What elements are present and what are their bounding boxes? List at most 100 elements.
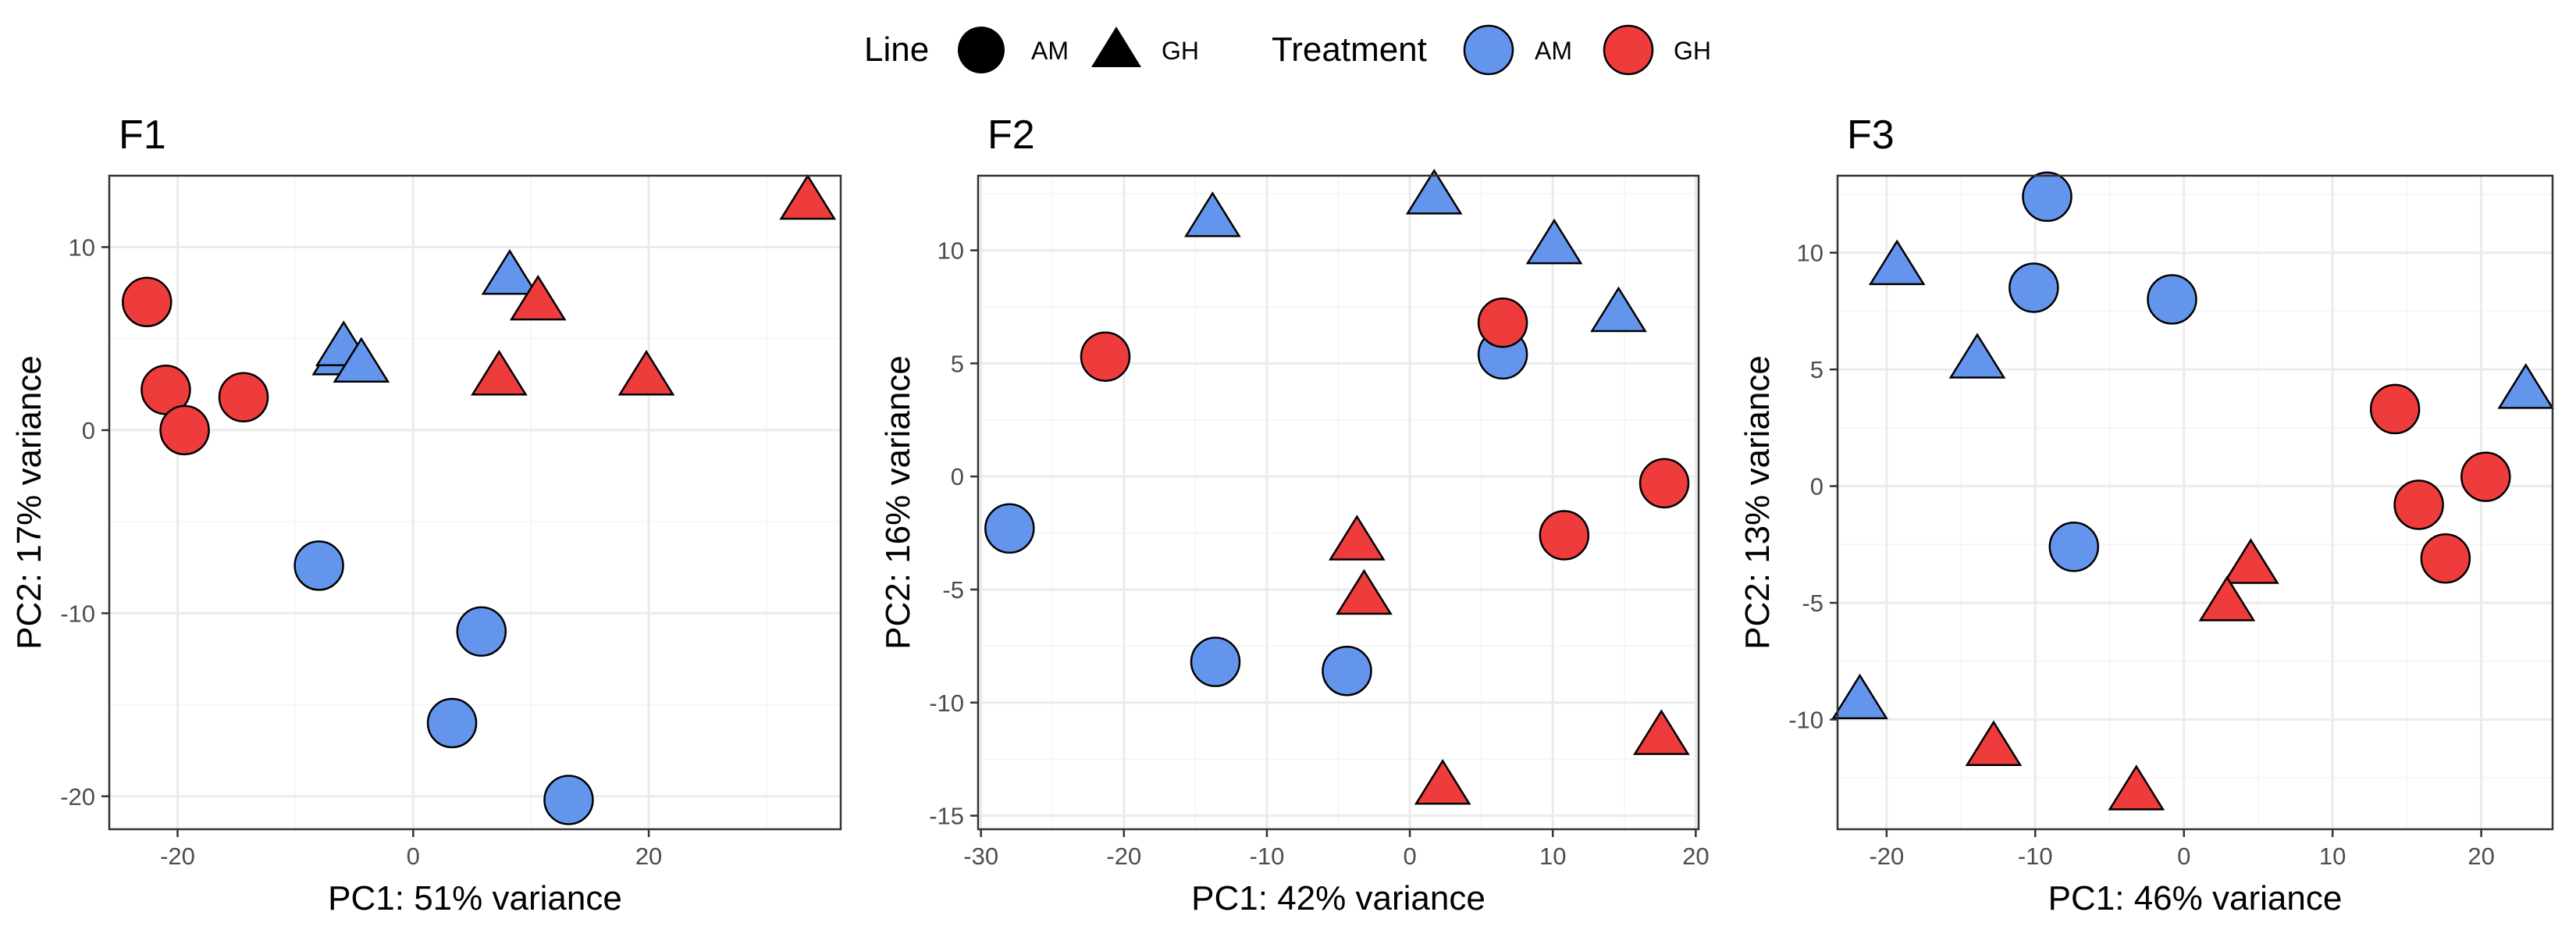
legend-treatment-title: Treatment <box>1272 30 1427 69</box>
point-line-am-treatment-am <box>2147 274 2197 325</box>
point-line-gh-treatment-am <box>1868 239 1926 286</box>
point-line-am-treatment-am <box>543 775 594 825</box>
y-tick-label: 0 <box>951 463 964 490</box>
point-line-gh-treatment-gh <box>1633 709 1690 755</box>
y-tick-label: -10 <box>60 600 95 627</box>
point-line-gh-treatment-gh <box>779 173 837 220</box>
point-line-am-treatment-am <box>426 697 478 749</box>
point-line-am-treatment-gh <box>159 404 210 456</box>
point-line-am-treatment-gh <box>1080 331 1131 382</box>
panel-title: F1 <box>119 112 166 158</box>
point-line-am-treatment-gh <box>2460 451 2511 502</box>
point-line-gh-treatment-gh <box>1965 720 2023 766</box>
y-tick-label: 0 <box>82 417 95 444</box>
panel-f2: -30 -20 -10 0 10 20 -15 -10 -5 0 5 10 F2 PC1: 42% var… <box>879 112 1710 917</box>
point-line-am-treatment-am <box>456 606 507 657</box>
x-tick-label: -10 <box>2018 843 2053 870</box>
point-line-am-treatment-gh <box>2393 479 2444 530</box>
x-tick-label: 0 <box>407 843 420 870</box>
x-tick-label: 0 <box>1403 843 1416 870</box>
legend-line-title: Line <box>864 30 929 69</box>
x-tick-label: -20 <box>160 843 195 870</box>
point-line-am-treatment-am <box>1322 646 1372 697</box>
y-tick-label: -15 <box>929 803 964 830</box>
panel-title: F3 <box>1847 112 1895 158</box>
panel-title: F2 <box>987 112 1035 158</box>
x-tick-label: -20 <box>1106 843 1141 870</box>
point-line-gh-treatment-gh <box>1336 568 1393 615</box>
x-tick-label: 10 <box>2319 843 2346 870</box>
legend-treatment-am-label: AM <box>1535 37 1572 65</box>
point-line-gh-treatment-gh <box>1414 759 1471 805</box>
point-line-gh-treatment-am <box>1590 286 1647 333</box>
point-line-am-treatment-gh <box>2420 533 2471 584</box>
x-tick-label: -30 <box>963 843 998 870</box>
x-tick-label: -20 <box>1869 843 1904 870</box>
x-axis-title: PC1: 51% variance <box>328 879 622 917</box>
point-line-am-treatment-gh <box>1477 297 1528 348</box>
legend-key-am-color <box>1463 24 1514 76</box>
point-line-am-treatment-am <box>2022 171 2073 223</box>
y-tick-label: 10 <box>69 233 95 261</box>
y-axis-title: PC2: 13% variance <box>1738 355 1777 650</box>
legend-line-am-label: AM <box>1031 37 1069 65</box>
y-tick-label: 5 <box>951 350 964 377</box>
y-tick-label: 5 <box>1810 356 1823 383</box>
point-line-gh-treatment-am <box>1831 673 1888 720</box>
point-line-am-treatment-am <box>294 540 344 591</box>
point-line-gh-treatment-gh <box>2198 575 2256 622</box>
point-line-gh-treatment-gh <box>2222 538 2279 584</box>
x-tick-label: 0 <box>2177 843 2190 870</box>
point-line-gh-treatment-gh <box>471 349 528 396</box>
x-tick-label: 20 <box>2467 843 2494 870</box>
x-tick-label: 10 <box>1539 843 1566 870</box>
legend-treatment-gh-label: GH <box>1674 37 1711 65</box>
point-line-gh-treatment-gh <box>617 349 675 396</box>
y-tick-label: -10 <box>929 689 964 717</box>
point-line-am-treatment-gh <box>122 276 173 328</box>
x-axis-title: PC1: 42% variance <box>1191 879 1485 917</box>
legend-key-gh-color <box>1603 24 1654 76</box>
panel-border <box>108 174 842 831</box>
point-line-am-treatment-gh <box>2369 383 2421 435</box>
y-tick-label: 0 <box>1810 473 1823 501</box>
x-tick-label: 20 <box>635 843 662 870</box>
panel-border <box>977 174 1700 831</box>
legend: Line AM GH Treatment AM GH <box>864 24 1711 76</box>
point-line-gh-treatment-gh <box>2108 764 2165 811</box>
y-tick-label: -5 <box>1802 590 1823 617</box>
y-axis-title: PC2: 16% variance <box>879 355 917 650</box>
y-tick-label: -20 <box>60 783 95 811</box>
point-line-am-treatment-am <box>1190 636 1241 687</box>
point-line-gh-treatment-am <box>1948 333 2006 379</box>
panel-f3: -20 -10 0 10 20 -10 -5 0 5 10 F3 PC1: 46% variance P… <box>1738 112 2555 917</box>
panels: -20 0 20 -20 -10 0 10 F1 PC1: 51% variance PC2: 1… <box>10 112 2555 917</box>
point-line-gh-treatment-am <box>2497 363 2555 409</box>
point-line-am-treatment-gh <box>1539 510 1590 561</box>
x-tick-label: 20 <box>1682 843 1709 870</box>
legend-key-circle <box>958 27 1005 73</box>
point-line-am-treatment-am <box>984 503 1035 554</box>
panel-border <box>1836 174 2554 831</box>
point-line-gh-treatment-am <box>333 337 390 383</box>
legend-line-gh-label: GH <box>1162 37 1199 65</box>
y-tick-label: 10 <box>938 237 964 265</box>
point-line-gh-treatment-gh <box>1328 515 1386 561</box>
point-line-gh-treatment-am <box>1405 169 1463 215</box>
y-tick-label: 10 <box>1797 240 1823 267</box>
y-tick-label: -5 <box>942 576 964 604</box>
panel-f1: -20 0 20 -20 -10 0 10 F1 PC1: 51% variance PC2: 1… <box>10 112 842 917</box>
y-tick-label: -10 <box>1788 707 1823 734</box>
point-line-am-treatment-gh <box>218 372 269 422</box>
point-line-gh-treatment-am <box>1525 218 1583 265</box>
point-line-am-treatment-am <box>2008 262 2059 313</box>
point-line-gh-treatment-am <box>481 249 539 295</box>
point-line-gh-treatment-gh <box>509 274 567 321</box>
point-line-am-treatment-gh <box>1638 458 1690 509</box>
point-line-am-treatment-am <box>2048 522 2100 572</box>
x-tick-label: -10 <box>1250 843 1285 870</box>
point-line-gh-treatment-am <box>1183 191 1241 237</box>
legend-key-triangle <box>1091 27 1141 67</box>
x-axis-title: PC1: 46% variance <box>2048 879 2343 917</box>
